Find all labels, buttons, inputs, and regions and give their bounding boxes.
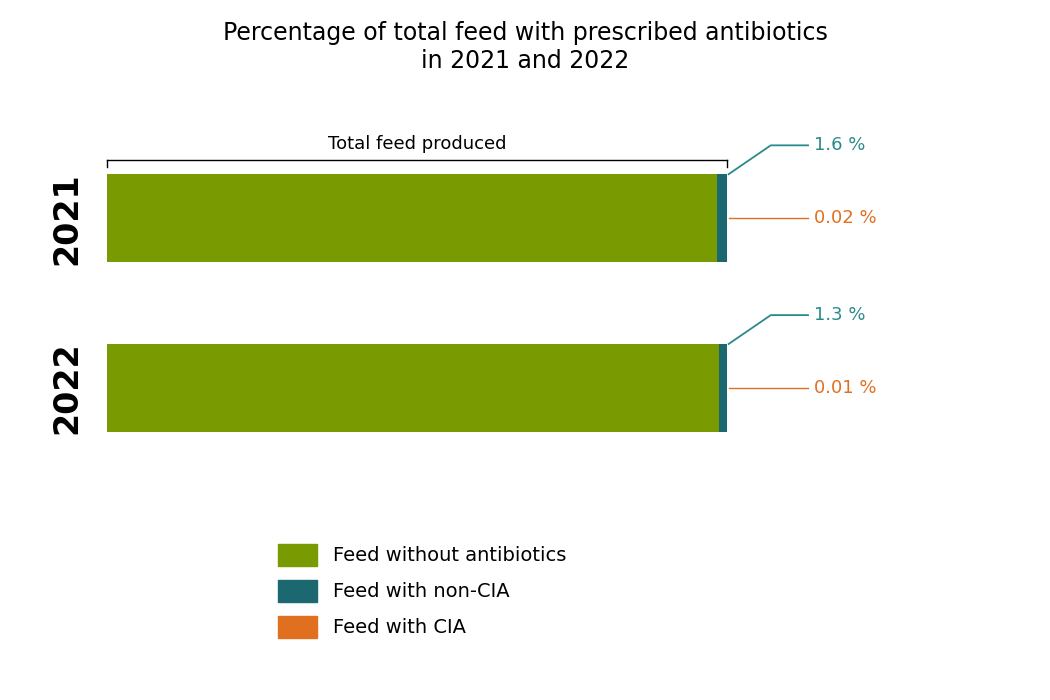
Text: Percentage of total feed with prescribed antibiotics
in 2021 and 2022: Percentage of total feed with prescribed… (223, 21, 827, 73)
Bar (717, 174, 728, 262)
Text: Total feed produced: Total feed produced (328, 135, 506, 153)
Legend: Feed without antibiotics, Feed with non-CIA, Feed with CIA: Feed without antibiotics, Feed with non-… (269, 534, 575, 648)
Bar (107, 344, 719, 433)
Text: 0.01 %: 0.01 % (814, 379, 877, 397)
Bar (719, 344, 728, 433)
Text: 1.3 %: 1.3 % (814, 306, 866, 324)
Text: 0.02 %: 0.02 % (814, 209, 877, 228)
Text: 1.6 %: 1.6 % (814, 136, 865, 154)
Bar (107, 174, 717, 262)
